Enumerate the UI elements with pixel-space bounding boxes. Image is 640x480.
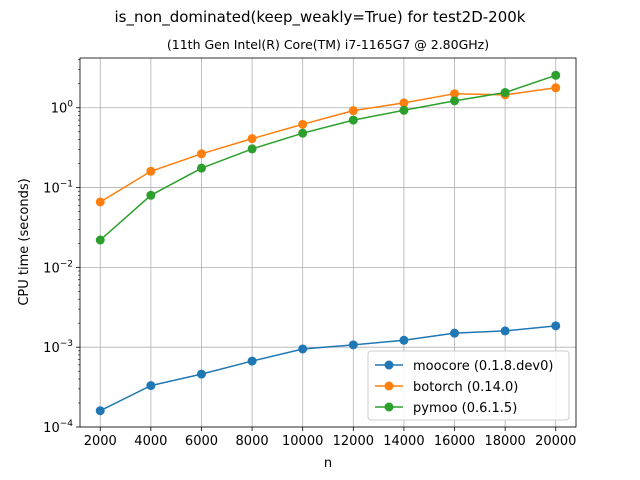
- y-axis-title: CPU time (seconds): [17, 178, 32, 305]
- data-point: [96, 236, 105, 245]
- x-tick-label: 6000: [185, 434, 218, 449]
- data-point: [399, 106, 408, 115]
- x-tick-label: 8000: [236, 434, 269, 449]
- data-point: [248, 134, 257, 143]
- y-tick-base: 10: [43, 182, 60, 197]
- y-tick-exponent: −3: [60, 339, 73, 349]
- legend-label: pymoo (0.6.1.5): [413, 401, 517, 416]
- legend-label: moocore (0.1.8.dev0): [413, 359, 553, 374]
- data-point: [450, 329, 459, 338]
- legend-marker: [385, 361, 394, 370]
- y-tick-base: 10: [51, 102, 68, 117]
- data-point: [248, 144, 257, 153]
- data-point: [298, 129, 307, 138]
- data-point: [450, 96, 459, 105]
- data-point: [501, 326, 510, 335]
- x-tick-label: 14000: [383, 434, 424, 449]
- y-tick-exponent: 0: [67, 100, 73, 110]
- x-tick-label: 12000: [333, 434, 374, 449]
- data-point: [298, 120, 307, 129]
- data-point: [197, 164, 206, 173]
- y-tick-base: 10: [43, 421, 60, 436]
- data-point: [146, 191, 155, 200]
- data-point: [349, 116, 358, 125]
- y-tick-exponent: −4: [60, 419, 74, 429]
- y-tick-base: 10: [43, 261, 60, 276]
- data-point: [248, 357, 257, 366]
- data-point: [146, 381, 155, 390]
- legend-label: botorch (0.14.0): [413, 380, 518, 395]
- legend-marker: [385, 382, 394, 391]
- data-point: [551, 71, 560, 80]
- legend: moocore (0.1.8.dev0) botorch (0.14.0) pymo…: [368, 351, 569, 420]
- chart-title: is_non_dominated(keep_weakly=True) for t…: [115, 8, 526, 27]
- x-tick-label: 2000: [84, 434, 117, 449]
- data-point: [96, 197, 105, 206]
- x-axis-title: n: [324, 456, 332, 471]
- x-tick-label: 4000: [134, 434, 167, 449]
- x-tick-label: 20000: [535, 434, 576, 449]
- data-point: [197, 149, 206, 158]
- data-point: [96, 406, 105, 415]
- x-tick-label: 18000: [484, 434, 525, 449]
- data-point: [146, 167, 155, 176]
- y-tick-exponent: −1: [60, 180, 73, 190]
- data-point: [298, 344, 307, 353]
- data-point: [501, 88, 510, 97]
- data-point: [551, 321, 560, 330]
- chart-subtitle: (11th Gen Intel(R) Core(TM) i7-1165G7 @ …: [167, 37, 489, 52]
- data-point: [349, 106, 358, 115]
- data-point: [349, 340, 358, 349]
- x-tick-label: 16000: [434, 434, 475, 449]
- data-point: [399, 336, 408, 345]
- data-point: [197, 370, 206, 379]
- x-tick-label: 10000: [282, 434, 323, 449]
- y-tick-base: 10: [43, 341, 60, 356]
- y-tick-exponent: −2: [60, 259, 73, 269]
- legend-marker: [385, 403, 394, 412]
- data-point: [551, 83, 560, 92]
- chart: is_non_dominated(keep_weakly=True) for t…: [0, 0, 640, 480]
